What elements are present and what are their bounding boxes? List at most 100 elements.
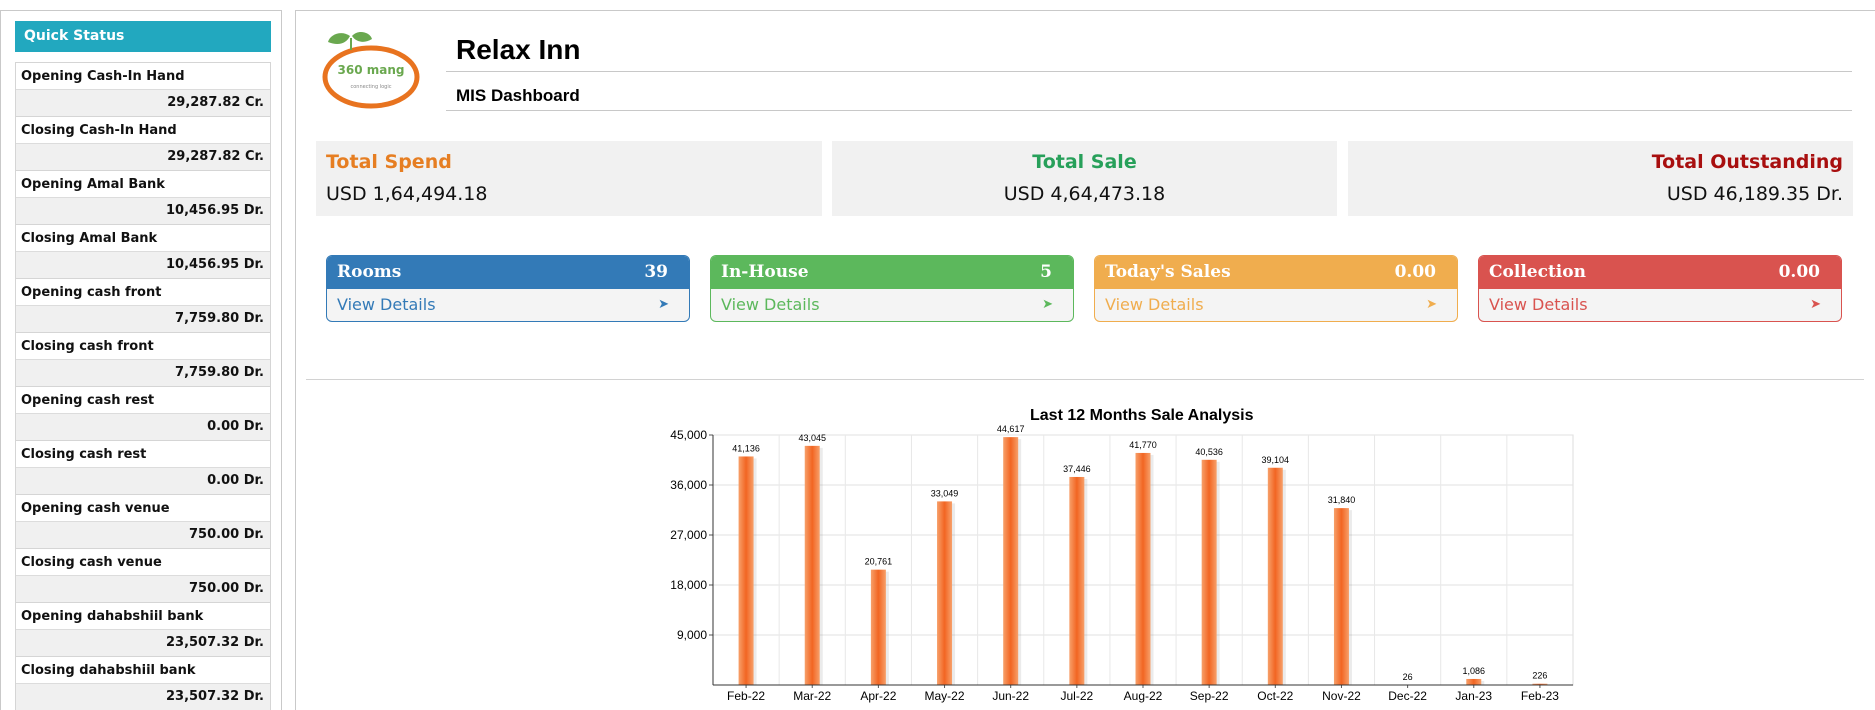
bar [1201, 459, 1217, 685]
bar [1135, 452, 1151, 685]
status-label: Opening Amal Bank [16, 171, 270, 198]
x-tick-label: Nov-22 [1322, 689, 1361, 703]
divider [446, 71, 1852, 72]
bar-value-label: 41,136 [732, 443, 760, 453]
sale-chart: 9,000 18,000 27,000 36,000 45,000 41,136 Feb-2… [670, 425, 1574, 703]
bar-value-label: 26 [1403, 672, 1413, 682]
rooms-card-label: Rooms [337, 262, 402, 282]
bar-value-label: 226 [1532, 671, 1547, 681]
todays-sales-card-header: Today's Sales 0.00 [1095, 256, 1457, 289]
total-outstanding-label: Total Outstanding [1651, 151, 1843, 173]
list-item: Closing Cash-In Hand 29,287.82 Cr. [15, 116, 271, 170]
page-title: Relax Inn [456, 34, 581, 65]
status-value: 0.00 Dr. [16, 414, 270, 440]
x-tick-label: Jul-22 [1061, 689, 1094, 703]
bar [1267, 467, 1283, 685]
bar [1466, 678, 1482, 685]
total-spend-label: Total Spend [326, 151, 452, 173]
x-tick-label: Sep-22 [1190, 689, 1229, 703]
divider [306, 379, 1864, 380]
bar-value-label: 37,446 [1063, 464, 1091, 474]
list-item: Closing cash front 7,759.80 Dr. [15, 332, 271, 386]
list-item: Opening cash rest 0.00 Dr. [15, 386, 271, 440]
status-value: 750.00 Dr. [16, 522, 270, 548]
status-value: 23,507.32 Dr. [16, 630, 270, 656]
collection-card: Collection 0.00 View Details ➤ [1478, 255, 1842, 322]
rooms-view-details-link[interactable]: View Details ➤ [327, 289, 689, 321]
x-tick-label: Feb-23 [1521, 689, 1559, 703]
status-value: 29,287.82 Cr. [16, 90, 270, 116]
view-details-label: View Details [1489, 295, 1588, 314]
view-details-label: View Details [1105, 295, 1204, 314]
company-logo: 360 mang connecting logic [322, 32, 420, 109]
x-tick-label: Feb-22 [727, 689, 765, 703]
todays-sales-view-details-link[interactable]: View Details ➤ [1095, 289, 1457, 321]
in-house-count: 5 [1040, 262, 1052, 282]
x-tick-label: Mar-22 [793, 689, 831, 703]
status-label: Closing cash rest [16, 441, 270, 468]
quick-status-list: Opening Cash-In Hand 29,287.82 Cr. Closi… [15, 62, 271, 710]
collection-view-details-link[interactable]: View Details ➤ [1479, 289, 1841, 321]
todays-sales-amount: 0.00 [1394, 262, 1436, 282]
main-panel [295, 10, 1875, 710]
todays-sales-card: Today's Sales 0.00 View Details ➤ [1094, 255, 1458, 322]
status-value: 23,507.32 Dr. [16, 684, 270, 710]
x-tick-label: Aug-22 [1124, 689, 1163, 703]
status-value: 10,456.95 Dr. [16, 198, 270, 224]
status-label: Opening cash venue [16, 495, 270, 522]
status-label: Closing Amal Bank [16, 225, 270, 252]
x-tick-label: May-22 [925, 689, 965, 703]
status-label: Opening cash rest [16, 387, 270, 414]
list-item: Opening Cash-In Hand 29,287.82 Cr. [15, 62, 271, 116]
total-outstanding-value: USD 46,189.35 Dr. [1666, 183, 1843, 205]
status-label: Closing dahabshiil bank [16, 657, 270, 684]
bar-value-label: 31,840 [1328, 495, 1356, 505]
logo-tagline: connecting logic [350, 84, 391, 90]
rooms-card-header: Rooms 39 [327, 256, 689, 289]
bar [1532, 683, 1548, 685]
list-item: Opening dahabshiil bank 23,507.32 Dr. [15, 602, 271, 656]
bar-value-label: 33,049 [931, 488, 959, 498]
status-label: Opening cash front [16, 279, 270, 306]
view-details-label: View Details [721, 295, 820, 314]
y-tick-label: 18,000 [670, 578, 707, 592]
bar [804, 445, 820, 685]
x-tick-label: Dec-22 [1388, 689, 1427, 703]
total-sale-tile: Total Sale USD 4,64,473.18 [832, 141, 1337, 216]
bar [1333, 508, 1349, 685]
status-label: Closing cash venue [16, 549, 270, 576]
total-outstanding-tile: Total Outstanding USD 46,189.35 Dr. [1348, 141, 1853, 216]
bar-value-label: 1,086 [1463, 666, 1486, 676]
bar [738, 456, 754, 685]
in-house-view-details-link[interactable]: View Details ➤ [711, 289, 1073, 321]
bar [937, 501, 953, 685]
list-item: Closing cash rest 0.00 Dr. [15, 440, 271, 494]
total-spend-value: USD 1,64,494.18 [326, 183, 488, 205]
rooms-count: 39 [644, 262, 668, 282]
x-tick-label: Jun-22 [992, 689, 1029, 703]
chart-title: Last 12 Months Sale Analysis [1030, 407, 1254, 424]
list-item: Closing Amal Bank 10,456.95 Dr. [15, 224, 271, 278]
logo-text: 360 mang [338, 63, 405, 77]
bar-value-label: 43,045 [798, 433, 826, 443]
x-tick-label: Oct-22 [1257, 689, 1293, 703]
list-item: Opening cash venue 750.00 Dr. [15, 494, 271, 548]
arrow-right-icon: ➤ [658, 297, 669, 312]
bar [1003, 437, 1019, 685]
bar [1069, 476, 1085, 685]
bar-value-label: 39,104 [1262, 455, 1290, 465]
status-value: 7,759.80 Dr. [16, 360, 270, 386]
quick-status-panel: Quick Status Opening Cash-In Hand 29,287… [0, 10, 282, 710]
bar [870, 569, 886, 685]
total-sale-value: USD 4,64,473.18 [1003, 183, 1166, 205]
todays-sales-card-label: Today's Sales [1105, 262, 1231, 282]
status-value: 0.00 Dr. [16, 468, 270, 494]
status-value: 10,456.95 Dr. [16, 252, 270, 278]
y-tick-label: 9,000 [677, 628, 707, 642]
status-label: Opening Cash-In Hand [16, 63, 270, 90]
in-house-card-label: In-House [721, 262, 809, 282]
bar-value-label: 40,536 [1195, 447, 1223, 457]
status-value: 7,759.80 Dr. [16, 306, 270, 332]
status-value: 29,287.82 Cr. [16, 144, 270, 170]
list-item: Closing cash venue 750.00 Dr. [15, 548, 271, 602]
